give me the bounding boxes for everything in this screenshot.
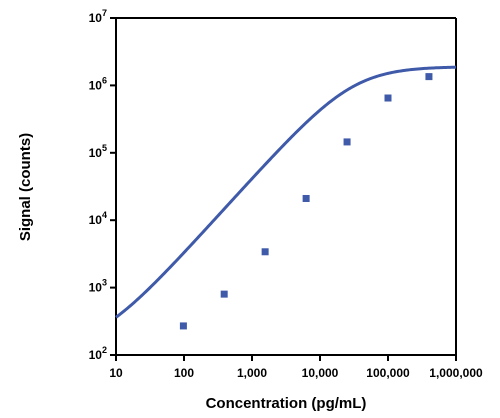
y-axis-title: Signal (counts) [17, 133, 34, 241]
y-tick-label: 105 [89, 143, 107, 160]
x-tick-label: 100 [174, 366, 194, 380]
x-tick-label: 100,000 [366, 366, 410, 380]
fit-curve-layer [115, 65, 457, 319]
y-tick-label: 103 [89, 278, 107, 295]
data-point [220, 290, 228, 298]
x-tick-label: 10,000 [302, 366, 339, 380]
y-axis-ticks: 102 103 104 105 106 107 [89, 8, 116, 362]
data-point [425, 73, 433, 81]
y-tick-label: 106 [89, 75, 107, 92]
data-point [261, 248, 269, 256]
x-tick-label: 1,000 [237, 366, 267, 380]
data-points-layer [179, 73, 433, 330]
data-point [343, 138, 351, 146]
x-axis-ticks: 10 100 1,000 10,000 100,000 1,000,000 [109, 355, 483, 380]
data-point [179, 322, 187, 330]
x-tick-label: 1,000,000 [429, 366, 483, 380]
y-tick-label: 104 [89, 210, 107, 227]
y-tick-label: 107 [89, 8, 107, 25]
x-axis-title: Concentration (pg/mL) [206, 395, 367, 412]
x-tick-label: 10 [109, 366, 123, 380]
y-tick-label: 102 [89, 345, 107, 362]
fit-curve [115, 65, 457, 319]
data-point [302, 194, 310, 202]
plot-frame [115, 17, 457, 356]
data-point [384, 94, 392, 102]
